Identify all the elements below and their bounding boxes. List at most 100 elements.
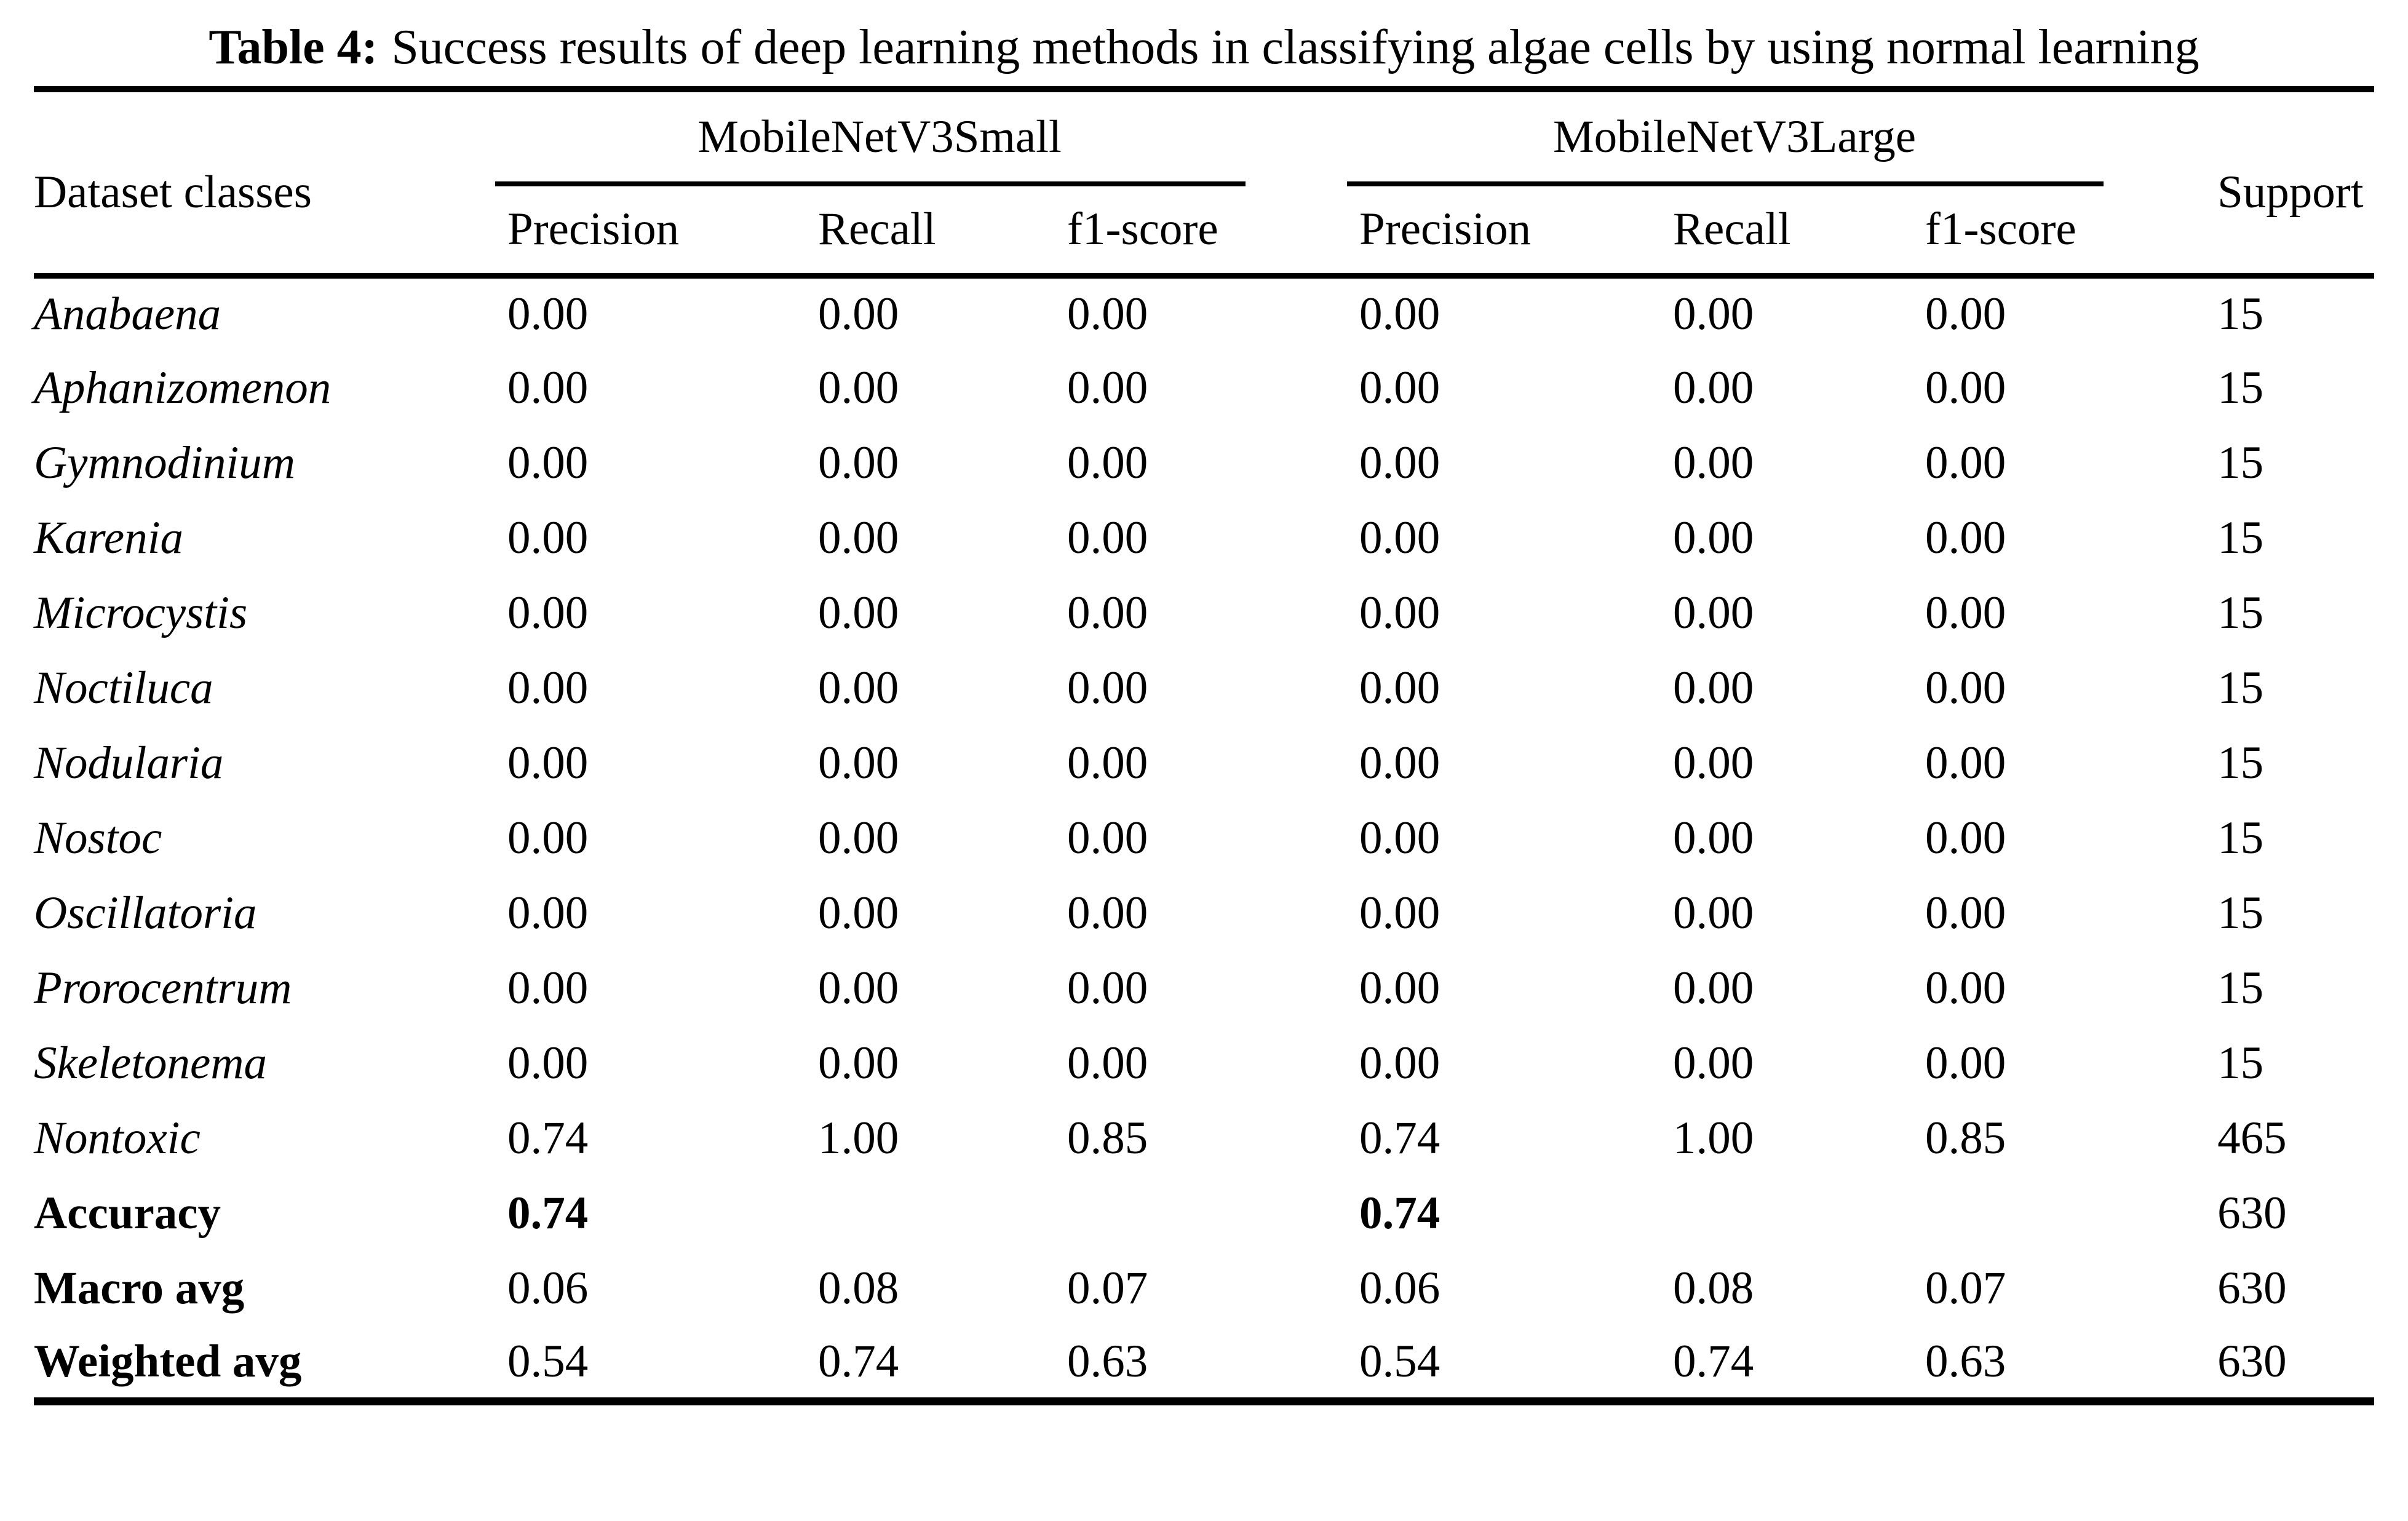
small-value-cell: 0.00 [507, 362, 589, 413]
large-value-cell: 0.00 [1673, 737, 1754, 788]
small-value-cell: 0.00 [1067, 437, 1148, 488]
large-value-cell: 0.00 [1925, 512, 2006, 563]
table-row: Karenia 0.00 0.00 0.00 0.00 0.00 0.00 15 [34, 501, 2374, 576]
support-value-cell: 15 [2217, 272, 2375, 351]
large-value-cell: 0.00 [1359, 963, 1440, 1014]
support-value-cell: 15 [2217, 737, 2264, 788]
small-value-cell: 0.00 [818, 888, 899, 939]
support-value-cell: 630 [2217, 1263, 2287, 1314]
small-value-cell: 0.00 [1067, 362, 1148, 413]
small-value-cell: 0.00 [507, 662, 589, 713]
small-value-cell: 0.00 [818, 362, 899, 413]
dataset-classes-header: Dataset classes [34, 166, 312, 218]
large-group-rule [1347, 181, 2104, 186]
small-value-cell: 0.00 [818, 1038, 899, 1089]
row-label: Nostoc [34, 812, 162, 864]
table-row: Accuracy 0.74 0.74 630 [34, 1176, 2374, 1251]
table-row: Prorocentrum 0.00 0.00 0.00 0.00 0.00 0.00 15 [34, 951, 2374, 1026]
row-label: Oscillatoria [34, 888, 257, 939]
header-row-groups: Dataset classes MobileNetV3Small MobileN… [34, 89, 2374, 218]
row-label: Weighted avg [34, 1335, 302, 1387]
small-value-cell: 0.00 [507, 737, 589, 788]
group-rule-cell-large [1347, 181, 2217, 186]
small-value-cell: 0.00 [507, 272, 818, 351]
large-value-cell: 0.00 [1925, 437, 2006, 488]
small-value-cell: 0.00 [818, 512, 899, 563]
support-value-cell: 630 [2217, 1335, 2287, 1387]
large-value-cell [1925, 1176, 2217, 1251]
large-value-cell: 0.00 [1673, 272, 1926, 351]
row-label: Anabaena [34, 272, 507, 351]
small-value-cell: 0.85 [1067, 1113, 1148, 1164]
large-value-cell: 0.54 [1359, 1335, 1440, 1387]
large-value-cell: 0.00 [1359, 1038, 1440, 1089]
small-f1score-header: f1-score [1067, 204, 1218, 255]
small-value-cell: 0.00 [1067, 1038, 1148, 1089]
large-value-cell: 0.00 [1925, 1038, 2006, 1089]
small-value-cell: 0.00 [818, 272, 1067, 351]
large-value-cell: 1.00 [1673, 1113, 1754, 1164]
large-value-cell: 0.00 [1925, 362, 2006, 413]
table-row: Aphanizomenon 0.00 0.00 0.00 0.00 0.00 0.00 15 [34, 351, 2374, 426]
row-label: Prorocentrum [34, 963, 292, 1014]
support-value-cell: 15 [2217, 512, 2264, 563]
large-value-cell: 0.00 [1359, 737, 1440, 788]
mobilenetv3large-header: MobileNetV3Large [1552, 111, 1917, 162]
small-value-cell: 0.54 [507, 1335, 589, 1387]
mobilenetv3small-header: MobileNetV3Small [697, 111, 1062, 162]
large-value-cell: 0.00 [1925, 587, 2006, 638]
small-value-cell: 0.00 [507, 888, 589, 939]
small-value-cell: 0.74 [507, 1113, 589, 1164]
large-value-cell: 0.74 [1673, 1335, 1754, 1387]
table-caption: Table 4: Success results of deep learning… [34, 9, 2374, 86]
results-table: Dataset classes MobileNetV3Small MobileN… [34, 86, 2375, 1405]
support-value-cell: 15 [2217, 888, 2264, 939]
small-value-cell: 0.00 [1067, 812, 1148, 864]
row-label: Aphanizomenon [34, 362, 332, 413]
row-label: Microcystis [34, 587, 248, 638]
small-value-cell: 0.06 [507, 1263, 589, 1314]
large-value-cell: 0.07 [1925, 1263, 2006, 1314]
small-value-cell: 1.00 [818, 1113, 899, 1164]
small-value-cell: 0.00 [1067, 737, 1148, 788]
support-value-cell: 15 [2217, 963, 2264, 1014]
large-value-cell: 0.00 [1925, 737, 2006, 788]
table-row: Nodularia 0.00 0.00 0.00 0.00 0.00 0.00 15 [34, 726, 2374, 801]
table-row: Noctiluca 0.00 0.00 0.00 0.00 0.00 0.00 15 [34, 651, 2374, 726]
support-value-cell: 15 [2217, 1038, 2264, 1089]
large-value-cell: 0.00 [1359, 512, 1440, 563]
table-row: Anabaena 0.00 0.00 0.00 0.00 0.00 0.00 15 [34, 272, 2375, 351]
small-value-cell: 0.00 [818, 812, 899, 864]
group-rule-row [34, 181, 2374, 186]
small-value-cell: 0.00 [1067, 512, 1148, 563]
small-value-cell [1067, 1176, 1359, 1251]
row-label: Nontoxic [34, 1113, 201, 1164]
large-value-cell: 0.00 [1673, 812, 1754, 864]
large-value-cell: 0.00 [1925, 888, 2006, 939]
large-value-cell: 0.00 [1673, 888, 1754, 939]
support-value-cell: 15 [2217, 437, 2264, 488]
small-value-cell: 0.00 [818, 437, 899, 488]
table-row: Weighted avg 0.54 0.74 0.63 0.54 0.74 0.63 630 [34, 1326, 2374, 1401]
large-value-cell: 0.00 [1673, 963, 1754, 1014]
group-rule-cell-small [495, 181, 1359, 186]
table-row: Nontoxic 0.74 1.00 0.85 0.74 1.00 0.85 465 [34, 1101, 2374, 1176]
small-value-cell: 0.00 [818, 963, 899, 1014]
small-value-cell: 0.74 [818, 1335, 899, 1387]
row-label: Macro avg [34, 1263, 245, 1314]
large-value-cell: 0.74 [1359, 1188, 1440, 1239]
large-value-cell: 0.00 [1359, 812, 1440, 864]
small-value-cell: 0.00 [507, 587, 589, 638]
large-precision-header: Precision [1359, 204, 1532, 255]
large-value-cell: 0.00 [1359, 888, 1440, 939]
large-recall-header: Recall [1673, 204, 1791, 255]
large-value-cell: 0.00 [1673, 437, 1754, 488]
large-value-cell: 0.74 [1359, 1113, 1440, 1164]
row-label: Noctiluca [34, 662, 213, 713]
table-body: Anabaena 0.00 0.00 0.00 0.00 0.00 0.00 15 Aphani… [34, 272, 2375, 1401]
row-label: Karenia [34, 512, 184, 563]
large-value-cell: 0.00 [1359, 362, 1440, 413]
table-row: Nostoc 0.00 0.00 0.00 0.00 0.00 0.00 15 [34, 801, 2374, 876]
small-group-rule [495, 181, 1246, 186]
support-value-cell: 15 [2217, 812, 2264, 864]
